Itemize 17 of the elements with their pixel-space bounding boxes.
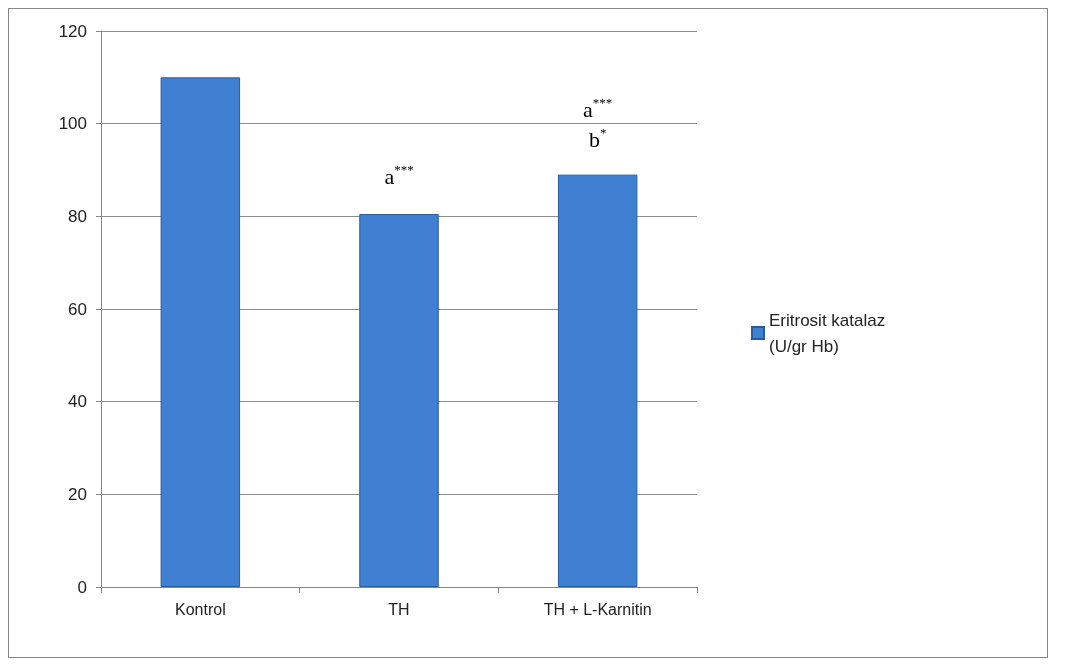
annotation: a*** xyxy=(384,162,414,190)
y-tick-label: 40 xyxy=(68,392,87,412)
legend-label: Eritrosit katalaz (U/gr Hb) xyxy=(769,310,890,356)
bar xyxy=(359,214,439,587)
y-tick-label: 60 xyxy=(68,299,87,319)
bar xyxy=(557,174,638,587)
y-tick-label: 0 xyxy=(77,577,87,597)
x-tick-label: TH + L-Karnitin xyxy=(543,600,652,618)
annotation: a*** xyxy=(583,95,613,123)
x-tick-label: Kontrol xyxy=(174,600,226,618)
y-tick-label: 80 xyxy=(68,206,87,226)
x-tick-label: TH xyxy=(388,600,410,618)
y-tick-label: 100 xyxy=(58,114,87,134)
y-tick-label: 20 xyxy=(68,484,87,504)
annotation: b* xyxy=(588,125,607,153)
bar xyxy=(160,77,241,587)
y-tick-label: 120 xyxy=(58,21,87,41)
